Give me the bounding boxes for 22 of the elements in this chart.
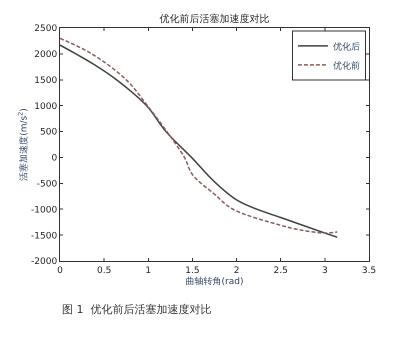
y-tick-label: -2000 <box>31 257 58 268</box>
x-tick-label: 0.5 <box>96 266 112 276</box>
y-tick-label: 1000 <box>34 102 58 112</box>
y-tick-label: 500 <box>40 128 58 138</box>
legend-label: 优化后 <box>332 41 360 52</box>
x-axis-title: 曲轴转角(rad) <box>186 276 244 287</box>
y-tick-label: -1500 <box>31 231 58 242</box>
y-tick-label: -500 <box>36 179 58 190</box>
x-tick-label: 1 <box>145 266 152 276</box>
caption: 图 1 优化前后活塞加速度对比 <box>62 303 212 316</box>
y-tick-label: 0 <box>51 154 58 164</box>
legend-label: 优化前 <box>332 60 360 72</box>
y-tick-label: 2000 <box>34 50 58 60</box>
x-tick-label: 1.5 <box>185 266 200 276</box>
x-tick-label: 3.5 <box>362 266 376 276</box>
x-tick-label: 2 <box>234 266 240 276</box>
y-tick-label: 1500 <box>34 76 58 86</box>
x-tick-label: 2.5 <box>274 266 288 276</box>
x-tick-label: 3 <box>322 266 328 276</box>
chart-title: 优化前后活塞加速度对比 <box>160 13 270 26</box>
y-tick-label: -1000 <box>31 205 58 216</box>
y-tick-label: 2500 <box>34 24 58 34</box>
